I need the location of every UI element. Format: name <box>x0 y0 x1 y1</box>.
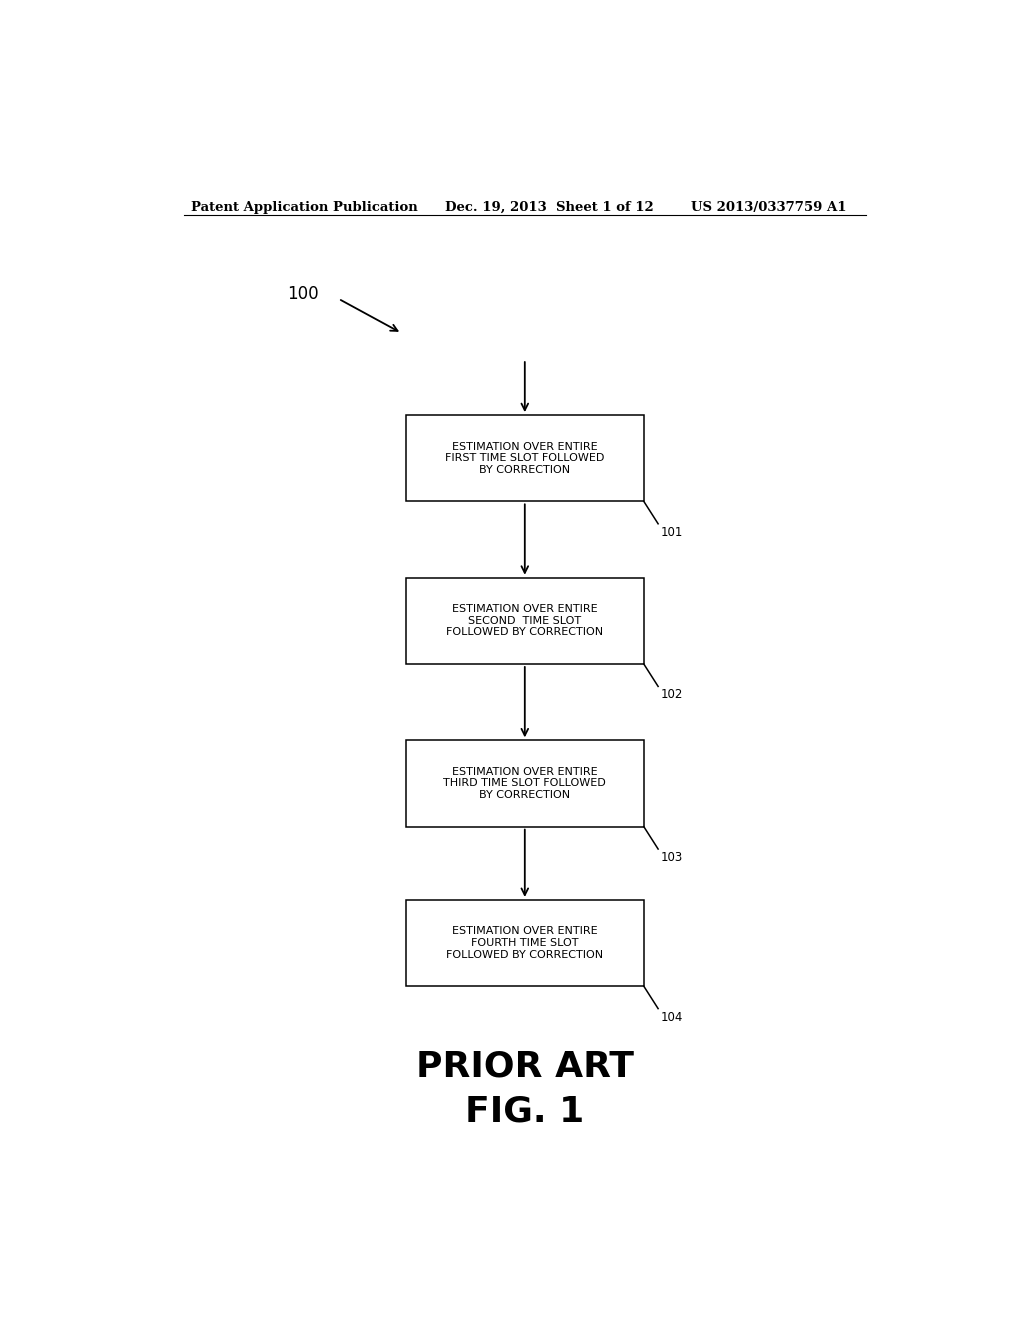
Text: 102: 102 <box>660 689 683 701</box>
Text: 103: 103 <box>660 851 683 865</box>
Text: ESTIMATION OVER ENTIRE
SECOND  TIME SLOT
FOLLOWED BY CORRECTION: ESTIMATION OVER ENTIRE SECOND TIME SLOT … <box>446 605 603 638</box>
Text: PRIOR ART: PRIOR ART <box>416 1049 634 1082</box>
Text: Dec. 19, 2013  Sheet 1 of 12: Dec. 19, 2013 Sheet 1 of 12 <box>445 201 654 214</box>
Text: FIG. 1: FIG. 1 <box>465 1094 585 1129</box>
Bar <box>406 578 644 664</box>
Text: 104: 104 <box>660 1011 683 1023</box>
Bar <box>406 741 644 826</box>
Text: 100: 100 <box>287 285 318 304</box>
Text: ESTIMATION OVER ENTIRE
FOURTH TIME SLOT
FOLLOWED BY CORRECTION: ESTIMATION OVER ENTIRE FOURTH TIME SLOT … <box>446 927 603 960</box>
Text: Patent Application Publication: Patent Application Publication <box>191 201 418 214</box>
Text: 101: 101 <box>660 525 683 539</box>
Bar <box>406 900 644 986</box>
Bar <box>406 414 644 502</box>
Text: US 2013/0337759 A1: US 2013/0337759 A1 <box>691 201 847 214</box>
Text: ESTIMATION OVER ENTIRE
THIRD TIME SLOT FOLLOWED
BY CORRECTION: ESTIMATION OVER ENTIRE THIRD TIME SLOT F… <box>443 767 606 800</box>
Text: ESTIMATION OVER ENTIRE
FIRST TIME SLOT FOLLOWED
BY CORRECTION: ESTIMATION OVER ENTIRE FIRST TIME SLOT F… <box>445 442 604 475</box>
